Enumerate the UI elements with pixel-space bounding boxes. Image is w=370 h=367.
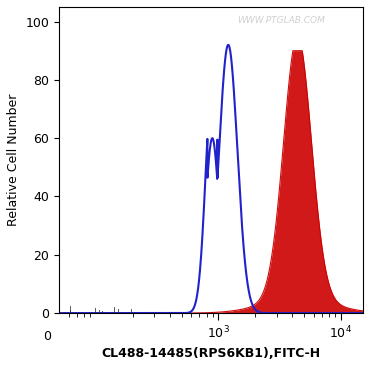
- Text: WWW.PTGLAB.COM: WWW.PTGLAB.COM: [237, 16, 325, 25]
- Y-axis label: Relative Cell Number: Relative Cell Number: [7, 94, 20, 226]
- Text: 0: 0: [43, 330, 51, 343]
- X-axis label: CL488-14485(RPS6KB1),FITC-H: CL488-14485(RPS6KB1),FITC-H: [101, 347, 321, 360]
